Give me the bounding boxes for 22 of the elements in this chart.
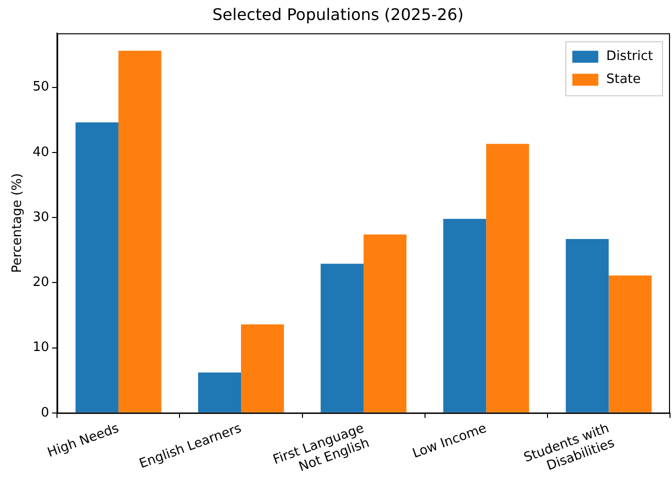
bar [443,218,486,412]
bar [118,50,162,412]
bar [241,324,284,412]
y-tick-label: 10 [32,340,50,356]
legend-label: District [606,49,654,64]
y-tick-label: 30 [32,210,50,225]
bar [76,122,118,412]
chart-title: Selected Populations (2025-26) [212,4,464,24]
bar [566,239,609,412]
x-tick-label: Low Income [410,421,489,462]
y-axis-title: Percentage (%) [10,173,26,273]
y-tick-label: 50 [32,80,50,95]
bar [198,372,241,412]
bar [320,264,364,412]
bar [364,234,406,412]
legend-label: State [606,72,641,88]
y-tick-label: 0 [40,405,50,420]
y-tick-label: 20 [32,275,50,290]
bar [486,144,530,412]
bar [608,275,652,412]
x-tick-label: High Needs [46,420,122,461]
y-tick-label: 40 [32,144,50,160]
